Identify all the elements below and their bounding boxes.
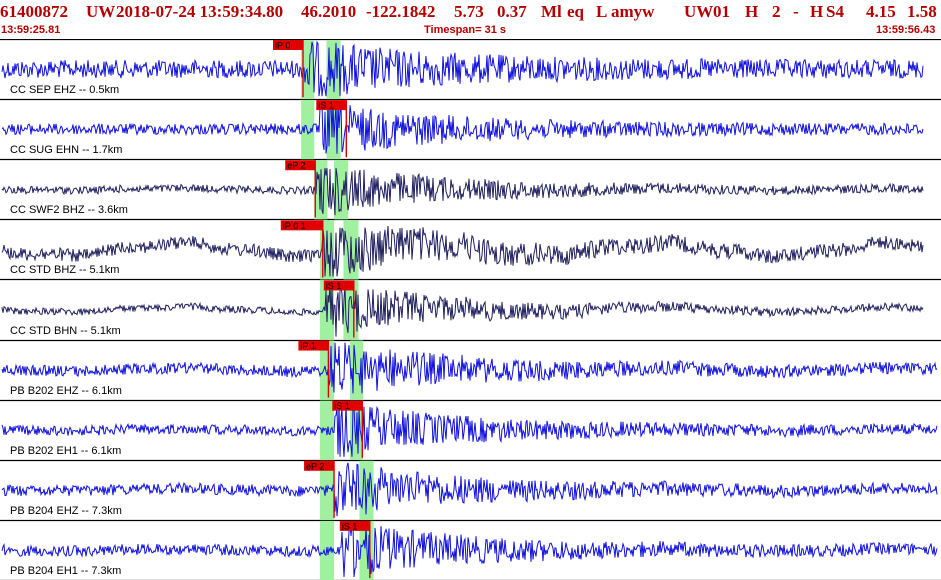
pick-flag-box xyxy=(323,280,354,291)
pick-label: iS 1 xyxy=(326,281,342,291)
pick-flag-box xyxy=(332,400,363,411)
start-time: 13:59:25.81 xyxy=(1,24,61,36)
pick-window xyxy=(319,400,335,460)
waveform-trace xyxy=(1,342,938,394)
pick-flag: iS 1 xyxy=(339,520,371,578)
pick-flag-box xyxy=(304,460,335,471)
waveform-trace xyxy=(1,101,924,154)
waveform-panel[interactable]: iP 0 iS 1 eP 2 iP 0 1 iS 1 iP 1 iS 1 eP 2 iS 1 xyxy=(0,39,941,580)
event-summary-line: 61400872 UW 2018-07-24 13:59:34.80 46.20… xyxy=(0,2,941,22)
pick-label: iP 1 xyxy=(300,341,315,351)
waveform-trace xyxy=(1,462,938,517)
pick-flag: eP 2 xyxy=(304,460,335,518)
version: 01 xyxy=(713,2,730,21)
pick-flag: iS 1 xyxy=(332,400,363,458)
channel-label: PB B204 EH1 -- 7.3km xyxy=(10,565,122,577)
channel-label: CC SWF2 BHZ -- 3.6km xyxy=(10,204,128,217)
channel-label: CC SEP EHZ -- 0.5km xyxy=(10,84,120,97)
pick-label: iP 0 1 xyxy=(283,221,306,231)
depth: 5.73 xyxy=(454,2,484,21)
waveform-trace xyxy=(1,282,924,337)
latitude: 46.2010 xyxy=(301,2,357,21)
waveform-trace xyxy=(1,225,924,277)
event-type: eq xyxy=(567,2,584,21)
pick-flag-box xyxy=(273,40,304,50)
magnitude-type: Ml xyxy=(541,2,562,21)
pick-flag: iP 0 1 xyxy=(280,220,324,278)
source: UW xyxy=(684,2,714,21)
pick-flag: iP 0 xyxy=(273,40,304,98)
pick-flag-box xyxy=(339,520,370,531)
channel-label: PB B204 EHZ -- 7.3km xyxy=(10,504,122,517)
pick-flag: iS 1 xyxy=(316,100,347,158)
pick-window xyxy=(334,160,349,220)
pick-window xyxy=(301,40,315,100)
pick-label: iS 1 xyxy=(334,401,350,411)
hypo-type: H xyxy=(810,2,824,21)
waveform-trace xyxy=(1,403,938,457)
pick-flag-box xyxy=(285,160,316,171)
author: amyw xyxy=(611,2,655,21)
pick-label: iP 0 xyxy=(275,41,290,51)
review-state: S4 xyxy=(826,2,844,21)
rms: 4.15 xyxy=(866,2,896,21)
channel-label: CC SUG EHN -- 1.7km xyxy=(10,144,123,157)
timespan: Timespan= 31 s xyxy=(424,24,507,36)
longitude: -122.1842 xyxy=(366,2,436,21)
waveform-trace xyxy=(1,523,938,578)
dash: - xyxy=(793,2,799,21)
waveform-trace xyxy=(1,168,924,216)
pick-window xyxy=(343,280,359,340)
channel-label: PB B202 EHZ -- 6.1km xyxy=(10,384,122,397)
pick-flag: eP 2 xyxy=(285,160,316,218)
pick-label: eP 2 xyxy=(287,161,305,171)
channel-label: PB B202 EH1 -- 6.1km xyxy=(10,444,122,457)
event-header: 61400872 UW 2018-07-24 13:59:34.80 46.20… xyxy=(0,0,941,39)
pick-flag-box xyxy=(280,220,323,231)
pick-label: eP 2 xyxy=(306,461,324,471)
pick-label: iS 1 xyxy=(318,101,334,111)
err: 1.58 xyxy=(907,2,937,21)
pick-window xyxy=(301,100,315,160)
magnitude: 0.37 xyxy=(497,2,527,21)
quality-code: H xyxy=(745,2,759,21)
channel-label: CC STD BHZ -- 5.1km xyxy=(10,264,120,277)
event-id: 61400872 xyxy=(0,2,68,21)
num-a: 2 xyxy=(772,2,781,21)
pick-flag: iS 1 xyxy=(323,280,355,338)
pick-flag-box xyxy=(298,340,329,351)
pick-flag: iP 1 xyxy=(298,340,330,398)
channel-label: CC STD BHN -- 5.1km xyxy=(10,324,121,337)
waveform-trace xyxy=(1,40,924,97)
end-time: 13:59:56.43 xyxy=(876,24,936,36)
event-flag: L xyxy=(596,2,608,21)
pick-label: iS 1 xyxy=(342,521,358,531)
origin-datetime: 2018-07-24 13:59:34.80 xyxy=(116,2,284,21)
event-network: UW xyxy=(86,2,116,21)
time-bar: 13:59:25.81 Timespan= 31 s 13:59:56.43 xyxy=(0,24,941,38)
pick-flag-box xyxy=(316,100,347,111)
